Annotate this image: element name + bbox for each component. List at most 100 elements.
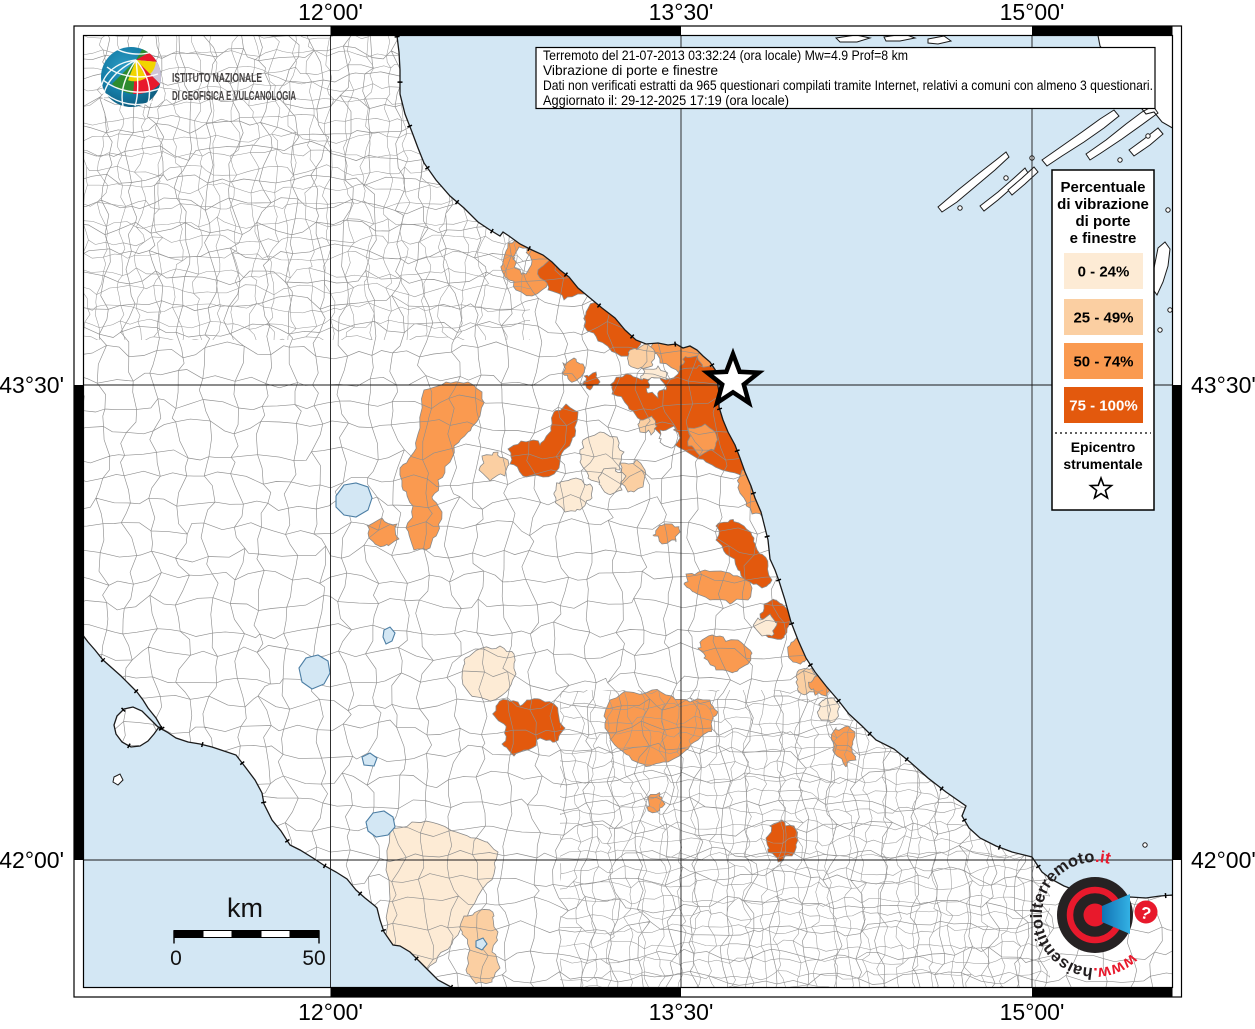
latitude-label-left: 42°00' <box>0 847 64 873</box>
coastline <box>83 35 1173 988</box>
legend-swatch-1 <box>1064 253 1143 289</box>
legend-epicenter-line2: strumentale <box>1063 456 1143 472</box>
hsit-question-mark: ? <box>1138 903 1153 924</box>
island <box>834 35 872 43</box>
municipality-class-1 <box>752 613 778 637</box>
latitude-label-right: 42°00' <box>1191 847 1255 873</box>
municipality-class-4 <box>492 698 566 757</box>
latitude-label-right: 43°30' <box>1191 372 1255 398</box>
ingv-name-line2: DI GEOFISICA E VULCANOLOGIA <box>172 89 296 103</box>
frame-degree-band <box>1032 987 1173 997</box>
croatian-islands <box>112 35 1173 848</box>
municipality-class-4 <box>715 518 773 589</box>
scale-end-label: 50 <box>302 947 325 970</box>
municipality-class-2 <box>478 451 510 482</box>
lake <box>382 626 396 645</box>
lake <box>475 937 488 951</box>
epicenter-star <box>701 347 765 408</box>
scale-bar-segment <box>173 930 204 938</box>
islet-dot <box>1142 842 1148 848</box>
legend-title-line2: di vibrazione <box>1057 196 1149 213</box>
info-line-event: Terremoto del 21-07-2013 03:32:24 (ora l… <box>543 47 908 63</box>
island <box>1085 105 1159 161</box>
frame-degree-band <box>1172 385 1182 860</box>
legend-class-label-3: 50 - 74% <box>1073 354 1133 371</box>
frame-degree-band <box>330 987 681 997</box>
legend-swatch-2 <box>1064 299 1143 335</box>
islet-dot <box>1117 157 1123 163</box>
lake <box>361 752 378 767</box>
longitude-label-top: 12°00' <box>298 0 363 25</box>
islet-dot <box>1165 207 1171 213</box>
municipality-class-4 <box>507 403 579 478</box>
longitude-label-bottom: 15°00' <box>1000 999 1065 1024</box>
lake <box>335 482 373 518</box>
frame-degree-band <box>74 385 84 860</box>
legend-swatch-4 <box>1064 387 1143 423</box>
frame-degree-band <box>330 26 681 36</box>
longitude-label-top: 15°00' <box>1000 0 1065 25</box>
scale-unit-label: km <box>227 893 263 923</box>
island <box>112 773 124 786</box>
longitude-label-top: 13°30' <box>649 0 714 25</box>
legend-title-line4: e finestre <box>1070 230 1137 247</box>
island <box>927 35 953 45</box>
island <box>1007 166 1039 196</box>
scale-bar-segment <box>260 930 291 938</box>
islet-dot <box>1157 327 1163 333</box>
info-line-updated: Aggiornato il: 29-12-2025 17:19 (ora loc… <box>543 92 789 108</box>
island <box>1128 127 1164 157</box>
legend-epicenter-star-icon <box>1088 475 1114 500</box>
municipality-class-3 <box>683 569 753 605</box>
frame-degree-band <box>1032 26 1173 36</box>
legend-class-label-2: 25 - 49% <box>1073 310 1133 327</box>
ingv-logo: ISTITUTO NAZIONALE DI GEOFISICA E VULCAN… <box>100 47 296 107</box>
municipality-class-3 <box>399 381 485 551</box>
islet-dot <box>1145 133 1151 139</box>
legend-swatch-3 <box>1064 343 1143 379</box>
scale-bar-segment <box>202 930 233 938</box>
islet-dot <box>1167 307 1173 313</box>
ingv-name-line1: ISTITUTO NAZIONALE <box>172 71 262 85</box>
scale-bar: km 0 50 <box>170 893 326 970</box>
island <box>883 35 917 42</box>
islet-dot <box>957 205 963 211</box>
scale-bar-segment <box>231 930 262 938</box>
municipality-class-1 <box>461 645 517 702</box>
island <box>937 151 1010 213</box>
legend-epicenter-line1: Epicentro <box>1071 439 1136 455</box>
italy-landmass <box>83 35 1173 988</box>
graticule-lines <box>83 35 1173 988</box>
longitude-label-bottom: 13°30' <box>649 999 714 1024</box>
lakes <box>298 482 488 951</box>
frame-outer-border <box>73 25 1183 998</box>
islet-dot <box>1003 175 1009 181</box>
map-canvas <box>83 35 1173 988</box>
scale-bar-segment <box>289 930 320 938</box>
legend-class-label-4: 75 - 100% <box>1069 398 1137 415</box>
frame-inner-border <box>82 34 1174 989</box>
earthquake-info-box: Terremoto del 21-07-2013 03:32:24 (ora l… <box>535 46 1156 110</box>
lake <box>298 654 331 690</box>
longitude-label-bottom: 12°00' <box>298 999 363 1024</box>
hsit-bullseye-icon: ? <box>1057 877 1158 953</box>
legend-title-line1: Percentuale <box>1060 179 1145 196</box>
municipality-class-3 <box>697 634 753 674</box>
legend-title-line3: di porte <box>1076 213 1131 230</box>
scale-start-label: 0 <box>170 947 182 970</box>
municipality-class-w <box>658 425 681 449</box>
latitude-label-left: 43°30' <box>0 372 64 398</box>
hsit-question-circle <box>1134 900 1158 924</box>
info-line-question: Vibrazione di porte e finestre <box>543 62 718 78</box>
lake <box>365 810 396 838</box>
municipality-class-3 <box>687 423 718 457</box>
map-frame <box>73 25 1183 998</box>
legend-class-label-1: 0 - 24% <box>1078 264 1130 281</box>
legend: Percentuale di vibrazione di porte e fin… <box>1051 169 1155 511</box>
island <box>1041 109 1120 167</box>
municipality-class-w <box>645 376 667 399</box>
hsit-megaphone-icon <box>1102 894 1130 934</box>
